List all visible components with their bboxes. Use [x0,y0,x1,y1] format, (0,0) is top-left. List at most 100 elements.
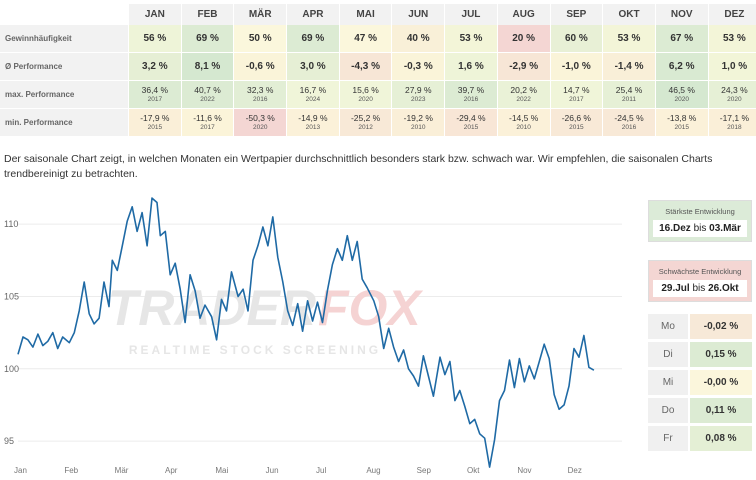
cell-value: 50 % [248,33,272,44]
cell-year: 2015 [569,124,584,131]
series-line [17,197,595,468]
cell-value: 3,2 % [142,61,168,72]
month-header: JUN [392,4,445,25]
table-cell: 36,4 % 2017 [129,81,181,108]
x-tick-label: Feb [64,466,78,475]
table-cell: 53 % [708,25,756,52]
cell-year: 2018 [727,124,742,131]
month-header: OKT [603,4,655,25]
cell-value: -0,3 % [403,61,433,72]
y-tick-label: 110 [4,219,18,229]
weekday-performance: 0,08 % [690,426,752,451]
seasonal-line-chart: TRADER FOX REALTIME STOCK SCREENING 95 10… [4,197,622,475]
table-cell: -13,8 % 2015 [655,109,708,136]
x-tick-label: Jul [316,466,326,475]
table-cell: 39,7 % 2016 [445,81,497,108]
cell-year: 2016 [252,96,268,103]
cell-year: 2011 [622,96,637,103]
table-cell: 40,7 % 2022 [181,81,234,108]
y-tick-label: 105 [4,291,19,301]
table-cell: 20,2 % 2022 [497,81,550,108]
x-tick-label: Apr [165,466,178,475]
cell-year: 2022 [516,96,531,103]
table-cell: 53 % [603,25,655,52]
best-period-to: 03.Mär [709,223,741,234]
table-row: min. Performance -17,9 % 2015 -11,6 % 2017 -5… [0,109,756,136]
x-tick-label: Sep [417,466,432,475]
cell-value: 20 % [512,33,536,44]
row-label: min. Performance [0,109,128,136]
weekday-name: Mo [648,314,688,339]
table-cell: -50,3 % 2020 [234,109,287,136]
table-cell: 3,0 % [287,53,339,80]
cell-value: 27,9 % [405,85,432,95]
table-cell: -1,0 % [550,53,603,80]
table-cell: -14,9 % 2013 [287,109,339,136]
watermark-brand-right: FOX [318,280,423,336]
cell-year: 2013 [305,124,321,131]
table-cell: -1,4 % [603,53,655,80]
cell-value: 40,7 % [194,85,221,95]
cell-value: 6,2 % [668,61,695,72]
cell-year: 2015 [674,124,689,131]
table-cell: 20 % [497,25,550,52]
table-cell: -24,5 % 2016 [603,109,655,136]
table-cell: 50 % [234,25,287,52]
cell-year: 2020 [358,96,373,103]
table-cell: 56 % [129,25,181,52]
month-header: JAN [129,4,181,25]
weekday-name: Mi [648,370,688,395]
table-cell: 8,1 % [181,53,234,80]
weekday-row: Di 0,15 % [648,342,752,367]
cell-value: 60 % [564,33,588,44]
cell-year: 2020 [252,124,268,131]
cell-year: 2017 [147,96,163,103]
x-tick-label: Okt [467,466,480,475]
cell-value: -24,5 % [614,113,644,123]
cell-value: -14,9 % [298,113,328,123]
cell-value: -1,4 % [614,61,644,72]
table-cell: -19,2 % 2010 [392,109,445,136]
x-tick-label: Jan [14,466,27,475]
table-cell: 1,0 % [708,53,756,80]
cell-value: -25,2 % [350,113,381,123]
cell-year: 2016 [621,124,637,131]
table-row: max. Performance 36,4 % 2017 40,7 % 2022 32,3… [0,81,756,108]
cell-year: 2015 [147,124,163,131]
best-period-range: 16.Dez bis 03.Mär [653,220,747,237]
cell-value: 15,6 % [352,85,379,95]
cell-value: -13,8 % [667,113,697,123]
cell-value: 69 % [196,33,219,44]
cell-value: -0,6 % [245,61,275,72]
row-label: max. Performance [0,81,128,108]
table-row: Gewinnhäufigkeit 56 % 69 % 50 % 69 % 47 % 40 %… [0,25,756,52]
cell-value: -19,2 % [403,113,433,123]
cell-value: 20,2 % [510,85,537,95]
cell-year: 2017 [569,96,584,103]
cell-value: -50,3 % [245,113,275,123]
x-tick-label: Nov [517,466,531,475]
x-tick-label: Dez [568,466,582,475]
weekday-row: Do 0,11 % [648,398,752,423]
worst-period-from: 29.Jul [661,283,690,294]
y-tick-label: 100 [4,364,19,374]
best-period-title: Stärkste Entwicklung [665,207,735,216]
cell-value: 32,3 % [246,85,274,95]
cell-value: 1,0 % [721,61,748,72]
weekday-name: Do [648,398,688,423]
cell-value: 53 % [459,33,483,44]
x-axis-labels: Jan Feb Mär Apr Mai Jun Jul Aug Sep Okt Nov Dez [14,466,582,475]
month-header: NOV [655,4,708,25]
x-tick-label: Mai [215,466,228,475]
table-cell: 40 % [392,25,445,52]
table-cell: 69 % [181,25,234,52]
weekday-performance: 0,11 % [690,398,752,423]
month-header: MÄR [234,4,287,25]
cell-value: -14,5 % [509,113,539,123]
table-cell: 1,6 % [445,53,497,80]
cell-value: 8,1 % [194,61,221,72]
cell-year: 2017 [200,124,215,131]
table-cell: 46,5 % 2020 [655,81,708,108]
worst-period-range: 29.Jul bis 26.Okt [653,280,747,297]
worst-period-title: Schwächste Entwicklung [658,267,742,276]
